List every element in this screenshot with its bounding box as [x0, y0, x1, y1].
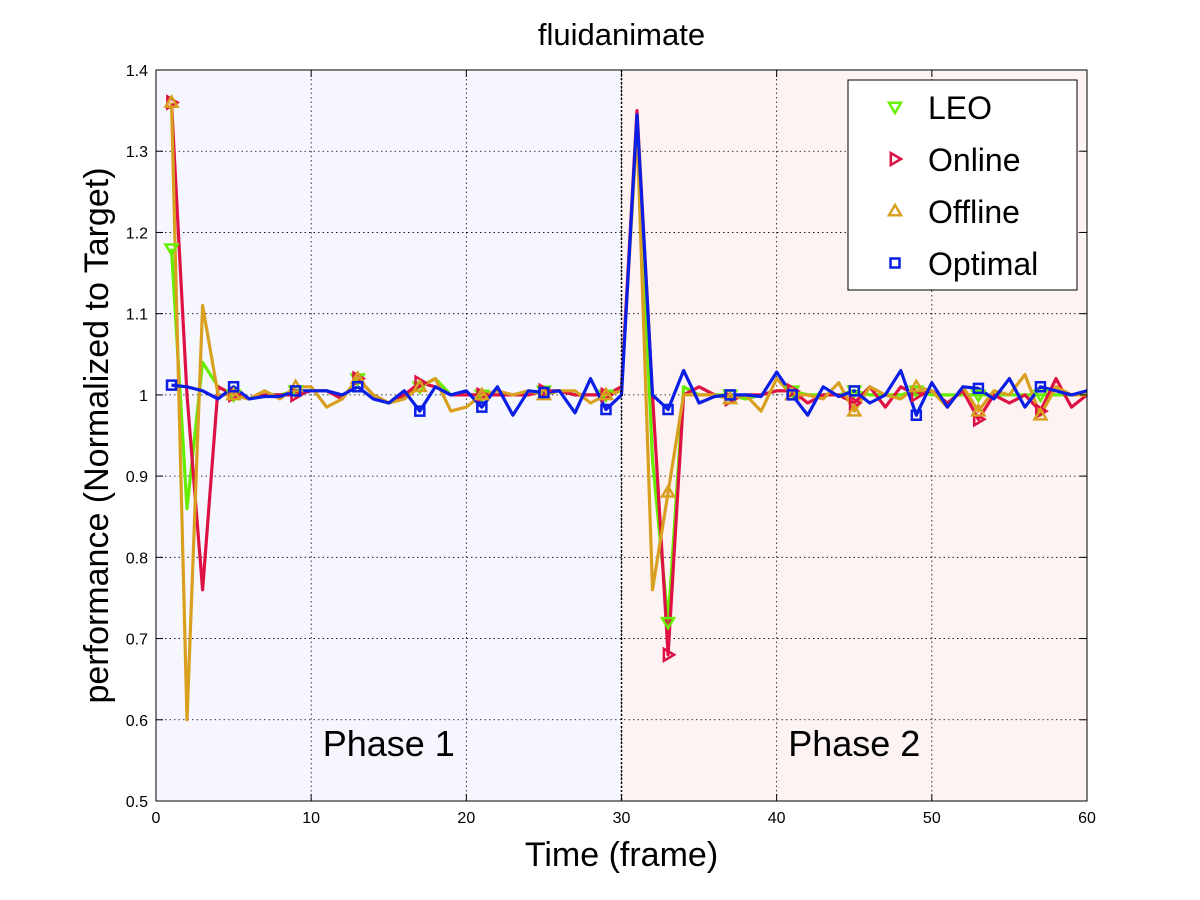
series-marker-optimal — [724, 389, 736, 401]
legend-label-optimal: Optimal — [928, 246, 1038, 282]
series-marker-optimal — [1034, 381, 1047, 393]
y-tick-label: 1.1 — [126, 307, 148, 324]
series-marker-offline — [473, 386, 491, 401]
x-tick-label: 60 — [1078, 810, 1096, 827]
series-marker-leo — [659, 616, 677, 631]
series-marker-offline — [970, 402, 987, 417]
series-marker-optimal — [289, 385, 302, 397]
series-marker-offline — [908, 378, 925, 393]
series-marker-optimal — [538, 386, 550, 399]
y-tick-label: 0.6 — [126, 713, 148, 730]
legend: LEO Online Offline Optimal — [847, 79, 1078, 291]
series-marker-online — [414, 374, 429, 391]
y-tick-label: 1.4 — [126, 63, 148, 80]
phase-bands — [156, 70, 1087, 801]
series-marker-optimal — [351, 381, 364, 393]
phase-label-2: Phase 2 — [788, 723, 920, 764]
chart-title: fluidanimate — [538, 17, 705, 52]
legend-marker-leo — [886, 101, 904, 116]
series-marker-optimal — [227, 381, 240, 393]
series-marker-optimal — [476, 401, 488, 413]
phase-labels: Phase 1 Phase 2 — [323, 723, 921, 764]
series-marker-optimal — [848, 385, 860, 397]
legend-label-offline: Offline — [928, 194, 1020, 230]
series-marker-optimal — [600, 403, 612, 416]
series-marker-optimal — [165, 379, 178, 391]
series-marker-offline — [163, 94, 180, 108]
series-markers — [163, 94, 1049, 663]
axis-ticks: 0 10 20 30 40 50 60 0.5 0.6 0.7 0.8 0.9 1 1.1 1.2 1.3 1.… — [126, 63, 1096, 827]
legend-marker-online — [889, 150, 904, 168]
y-tick-label: 0.7 — [126, 632, 148, 649]
y-tick-label: 1.2 — [126, 225, 148, 242]
series-marker-offline — [846, 402, 863, 417]
series-marker-optimal — [662, 403, 674, 416]
series-marker-optimal — [972, 382, 985, 395]
series-marker-offline — [1032, 406, 1049, 421]
series-marker-offline — [225, 386, 242, 401]
legend-marker-optimal — [889, 257, 901, 269]
x-tick-label: 40 — [768, 810, 786, 827]
legend-label-leo: LEO — [928, 90, 992, 126]
series-marker-leo — [970, 389, 987, 404]
legend-marker-offline — [886, 202, 904, 217]
y-axis-label: performance (Normalized to Target) — [78, 167, 116, 703]
phase-band-1 — [156, 70, 622, 801]
series-marker-optimal — [910, 409, 923, 421]
series-marker-offline — [659, 483, 677, 498]
x-tick-label: 50 — [923, 810, 941, 827]
series-marker-online — [1035, 402, 1049, 420]
series-marker-optimal — [786, 389, 798, 401]
series-marker-online — [662, 646, 677, 663]
x-tick-label: 0 — [152, 810, 161, 827]
x-tick-label: 20 — [457, 810, 475, 827]
x-tick-label: 30 — [613, 810, 631, 827]
series-marker-offline — [411, 378, 428, 393]
y-tick-label: 0.9 — [126, 469, 148, 486]
y-tick-label: 0.8 — [126, 550, 148, 567]
series-marker-offline — [597, 386, 615, 401]
y-tick-label: 1 — [139, 388, 148, 405]
series-line-optimal — [171, 113, 1088, 417]
phase-label-1: Phase 1 — [323, 723, 455, 764]
x-axis-label: Time (frame) — [525, 836, 718, 874]
legend-label-online: Online — [928, 142, 1021, 178]
y-tick-label: 1.3 — [126, 144, 148, 161]
legend-box — [847, 79, 1078, 291]
series-lines — [169, 102, 1088, 722]
series-marker-optimal — [414, 405, 426, 417]
series-marker-offline — [721, 390, 739, 405]
y-tick-label: 0.5 — [126, 794, 148, 811]
x-tick-label: 10 — [302, 810, 320, 827]
series-marker-leo — [163, 243, 180, 258]
series-marker-offline — [535, 386, 553, 401]
